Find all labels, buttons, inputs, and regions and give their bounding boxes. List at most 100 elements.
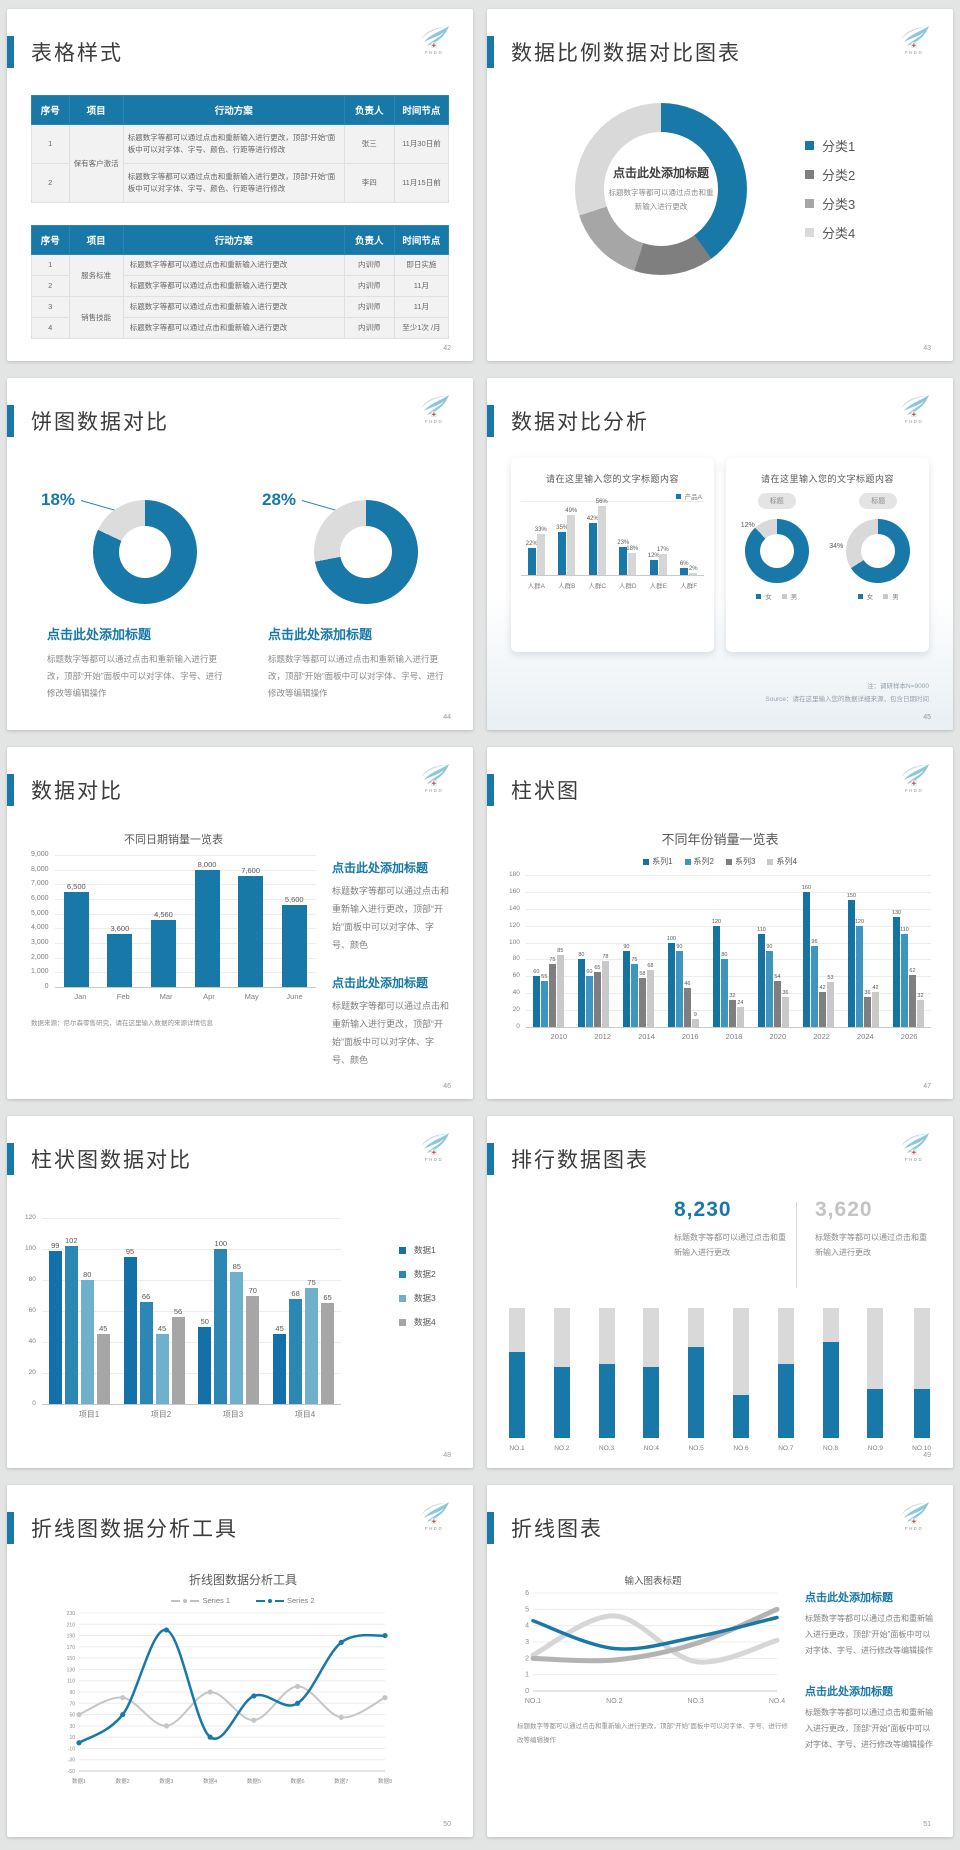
slide-49-ranking-chart[interactable]: 排行数据图表 FHDD 8,230 标题数字等都可以通过点击和重新输入进行更改 … xyxy=(487,1116,953,1468)
data-point-marker xyxy=(76,1740,82,1746)
legend-item: 系列1 xyxy=(643,856,673,867)
y-tick-label: 10 xyxy=(69,1735,75,1741)
category-label: 2010 xyxy=(550,1032,568,1041)
slide-44-pie-comparison[interactable]: 饼图数据对比 FHDD 18% 点击此处添加标题 标题数字等都可以通过点击和重新… xyxy=(7,378,473,730)
brand-logo-glyph: FHDD xyxy=(421,395,449,424)
stacked-bar xyxy=(867,1308,884,1438)
category-label: NO.4 xyxy=(769,1698,785,1705)
category-label: 数据6 xyxy=(291,1777,305,1785)
category-label: 项目1 xyxy=(78,1410,100,1419)
legend-swatch xyxy=(767,858,774,865)
brand-logo: FHDD xyxy=(415,763,453,798)
legend-item: 产品A xyxy=(675,491,702,501)
plot-area: 6,500 3,600 4,560 8,000 7,600 5,600 xyxy=(54,855,316,988)
slide-title: 数据对比分析 xyxy=(511,411,649,434)
bar-value-label: 70 xyxy=(248,1285,257,1295)
title-accent-bar xyxy=(7,1143,14,1175)
bar: 4,560 xyxy=(150,910,176,987)
slide-header: 数据比例数据对比图表 FHDD xyxy=(487,9,953,69)
legend-swatch xyxy=(726,858,732,865)
bar-groups: 60 55 75 85 80 60 65 78 90 75 58 68 100 90 46 9 120 80 32 2… xyxy=(526,875,931,1027)
legend-label: 系列1 xyxy=(652,857,673,866)
legend-label: 数据3 xyxy=(414,1293,436,1303)
source-notes: 注：调研样本N=9000 Source：请在这里输入您的数据详细来源，包含日期时… xyxy=(765,681,929,706)
cell-owner: 李四 xyxy=(343,163,395,203)
bar-filled-segment xyxy=(822,1341,839,1438)
data-point-marker xyxy=(163,1723,170,1729)
cell-time: 至少1次 /月 xyxy=(393,317,450,339)
grid-line xyxy=(41,1373,341,1374)
legend-item: 系列4 xyxy=(767,856,797,867)
grid-line xyxy=(54,884,316,886)
table-head: 序号 项目 行动方案 负责人 时间节点 xyxy=(31,95,450,125)
category-label: NO.1 xyxy=(525,1698,541,1705)
slide-45-data-analysis[interactable]: 数据对比分析 FHDD 请在这里输入您的文字标题内容 产品A 22% 33% 35%… xyxy=(487,378,953,730)
bar: 18% xyxy=(626,546,638,575)
bar-group: 160 96 42 53 xyxy=(802,875,834,1027)
slide-51-line-chart[interactable]: 折线图表 FHDD 输入图表标题 6 5 4 3 2 1 0 NO.1 NO.2 NO.3 NO.4 … xyxy=(487,1485,953,1837)
category-label: NO.5 xyxy=(688,1445,704,1452)
slide-header: 柱状图数据对比 FHDD xyxy=(7,1116,473,1176)
grid-line xyxy=(41,1280,341,1281)
bar-remainder-segment xyxy=(643,1308,660,1367)
svg-text:FHDD: FHDD xyxy=(425,1526,443,1531)
category-label: NO.1 xyxy=(509,1445,525,1452)
stacked-bar xyxy=(822,1308,839,1438)
brand-logo: FHDD xyxy=(415,25,453,60)
slide-47-column-chart[interactable]: 柱状图 FHDD 不同年份销量一览表 系列1 系列2 系列3 系列4 180 160 140 1… xyxy=(487,747,953,1099)
bar-group: 5,600 xyxy=(281,855,307,987)
population-bar-chart: 22% 33% 35% 49% 42% 56% 23% 18% 12% 17% 6% 2% 人群A 人群B… xyxy=(511,498,714,590)
slide-48-grouped-bars[interactable]: 柱状图数据对比 FHDD 120 100 80 60 40 20 0 99 102 80 45 95 6… xyxy=(7,1116,473,1468)
legend-label: 分类2 xyxy=(822,168,856,183)
stat-text: 标题数字等都可以通过点击和重新输入进行更改 xyxy=(674,1233,786,1258)
svg-text:FHDD: FHDD xyxy=(425,788,443,793)
slide-42-table-styles[interactable]: 表格样式 FHDD 序号 项目 行动方案 负责人 时间节点 1 保有客户激活 标题数字等都可以… xyxy=(7,9,473,361)
grid-line xyxy=(41,1311,341,1312)
slide-43-donut-comparison[interactable]: 数据比例数据对比图表 FHDD 点击此处添加标题 标题数字等都可以通过点击和重新… xyxy=(487,9,953,361)
slide-50-line-analysis[interactable]: 折线图数据分析工具 FHDD 折线图数据分析工具 Series 1 Series 2… xyxy=(7,1485,473,1837)
bar-value-label: 130 xyxy=(891,910,902,917)
pill-label: 标题 xyxy=(859,493,898,509)
bar-value-label: 66 xyxy=(141,1291,151,1301)
slide-46-data-comparison[interactable]: 数据对比 FHDD 不同日期销量一览表 9,000 8,000 7,000 6,000 5… xyxy=(7,747,473,1099)
bar-value-label: 100 xyxy=(666,935,676,942)
bar-group: 7,600 xyxy=(238,855,264,987)
y-axis: 9,000 8,000 7,000 6,000 5,000 4,000 3,000 2,000… xyxy=(31,851,49,990)
card-title: 请在这里输入您的文字标题内容 xyxy=(760,474,894,484)
legend-dash xyxy=(256,1599,265,1602)
page-number: 45 xyxy=(923,714,931,721)
legend-swatch xyxy=(805,141,814,150)
block-text: 标题数字等都可以通过点击和重新输入进行更改，顶部“开始”面板中可以对字体、字号、… xyxy=(47,654,223,698)
page-number: 43 xyxy=(923,345,931,352)
bar: 100 xyxy=(214,1239,228,1404)
legend-dot xyxy=(268,1598,272,1603)
bar: 24 xyxy=(736,1000,744,1027)
category-label: 2020 xyxy=(769,1032,787,1041)
legend-dot xyxy=(183,1598,188,1603)
bar-value-label: 55 xyxy=(541,973,548,980)
category-label: June xyxy=(286,992,303,1001)
bar-value-label: 36 xyxy=(782,989,789,996)
bar-group: 100 90 46 9 xyxy=(666,875,699,1027)
bar-value-label: 95 xyxy=(125,1246,135,1256)
bar-value-label: 90 xyxy=(766,944,773,950)
data-point-marker xyxy=(338,1639,344,1645)
cell-owner: 张三 xyxy=(343,124,395,164)
bar-value-label: 120 xyxy=(711,918,722,925)
legend-label: 男 xyxy=(790,594,798,601)
slide-header: 表格样式 FHDD xyxy=(7,9,473,69)
stat-value: 8,230 xyxy=(674,1198,732,1221)
bar-value-label: 23% xyxy=(617,539,630,546)
y-tick-label: 170 xyxy=(67,1645,76,1651)
cell-plan: 标题数字等都可以通过点击和重新输入进行更改 xyxy=(122,317,345,339)
data-table: 序号 项目 行动方案 负责人 时间节点 1 服务标准 标题数字等都可以通过点击和重新输入进行更… xyxy=(31,225,450,339)
table-header-cell: 项目 xyxy=(68,95,124,125)
bar-value-label: 80 xyxy=(721,952,728,959)
table-header-cell: 负责人 xyxy=(343,225,395,255)
bar-value-label: 36 xyxy=(864,989,871,996)
category-label: 数据3 xyxy=(159,1777,173,1785)
bar-card: 请在这里输入您的文字标题内容 产品A 22% 33% 35% 49% 42% 56% 23%… xyxy=(511,458,714,652)
bar-value-label: 56% xyxy=(595,498,608,505)
table-header-cell: 项目 xyxy=(68,225,124,255)
block-title: 点击此处添加标题 xyxy=(47,627,152,642)
